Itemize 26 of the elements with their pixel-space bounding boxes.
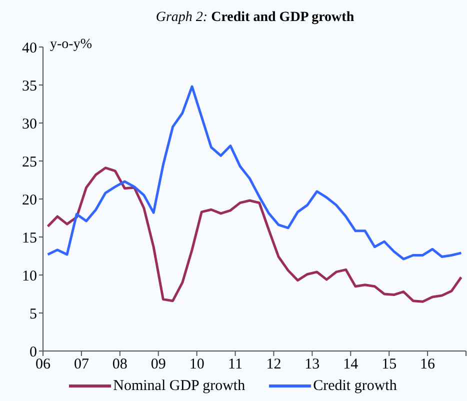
y-tick-label: 25 [22,154,37,170]
x-tick-label: 14 [343,356,359,373]
y-tick-label: 5 [30,306,37,322]
y-tick-label: 20 [22,192,37,208]
y-axis-title: y-o-y% [50,37,92,53]
legend-label: Nominal GDP growth [113,377,246,395]
y-tick-label: 30 [22,116,37,132]
x-tick-label: 10 [189,356,204,373]
y-tick-label: 35 [22,78,37,94]
line-series [46,166,462,303]
y-tick-label: 15 [22,230,37,246]
y-tick-label: 0 [30,344,37,360]
x-tick-label: 09 [150,356,166,373]
x-tick-label: 12 [266,356,282,373]
x-tick-label: 06 [36,356,51,373]
x-tick-label: 13 [304,356,320,373]
y-tick-label: 40 [22,40,37,56]
y-tick-label: 10 [22,268,37,284]
x-tick-label: 11 [228,356,242,373]
legend-label: Credit growth [313,377,397,395]
x-tick-label: 15 [382,356,397,373]
x-tick-label: 16 [420,356,436,373]
x-tick-label: 07 [74,356,90,373]
x-tick-label: 08 [112,356,128,373]
line-series [46,85,462,260]
chart-title: Graph 2: Credit and GDP growth [156,10,354,25]
